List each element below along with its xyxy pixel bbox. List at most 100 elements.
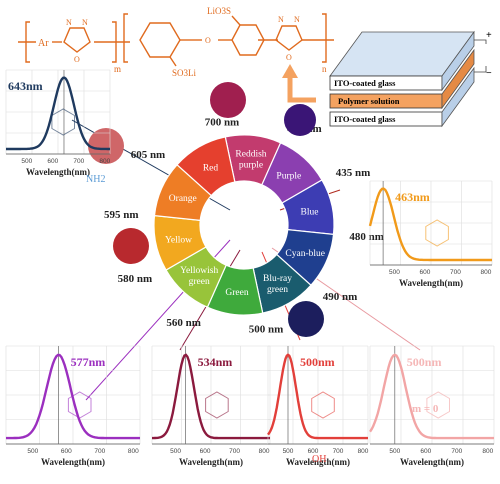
polymer-structure [18,13,334,67]
m-subscript: m [114,64,121,74]
spectrum-curve [152,353,270,440]
color-swatch [284,104,316,136]
oxadiazole-ring-2 [275,25,303,51]
device-layer-1: ITO-coated glass [334,78,396,88]
spectra-panels: 500 600 700 800 Wavelength(nm) 643nm 500 600 700… [5,69,495,467]
spectrum-panel: 500 600 700 800 Wavelength(nm) 577nm [5,345,141,467]
tick-label: 700 [333,448,344,455]
m-zero-label: m = 0 [412,403,439,415]
peak-label: 643nm [8,79,43,93]
fill-arrow-head [282,64,298,78]
ring-decoration [51,108,75,136]
ring-decoration [205,391,229,419]
wheel-segment-label: Blu-ray green [263,274,292,295]
x-axis-title: Wavelength(nm) [399,278,463,288]
color-swatch [210,82,246,118]
peak-label: 500nm [407,355,442,369]
spectrum-curve [369,353,494,440]
device-stack: ITO-coated glass Polymer solution ITO-co… [329,30,492,128]
wheel-segment-label: Green [225,288,248,298]
wheel-segment-label: Yellowish green [180,266,218,287]
spectrum-panel: 500 600 700 800 Wavelength(nm) 500nm [267,345,369,467]
wheel-segment [176,136,236,197]
ar-label: Ar [38,38,49,49]
tick-label: 800 [358,448,369,455]
boundary-label: 580 nm [118,273,153,285]
wheel-segment-label: Cyan-blue [285,249,325,259]
fill-arrow [287,76,316,103]
peak-label: 577nm [71,355,106,369]
boundary-label: 480 nm [349,231,384,243]
ring-decoration [311,391,335,419]
n-atom-1b: N [82,18,88,27]
wheel-segment-label: Yellow [165,235,192,245]
wheel-segment-label: Orange [169,194,197,204]
tick-label: 600 [420,448,431,455]
tick-label: 600 [419,269,430,276]
tick-label: 700 [229,448,240,455]
tick-label: 800 [128,448,139,455]
bracket-n-left [123,13,128,63]
lio3s-label: LiO3S [207,6,231,16]
wheel-segment-label: Red [203,163,219,173]
plus-terminal: + [486,30,492,41]
tick-label: 500 [27,448,38,455]
device-layer-3: ITO-coated glass [334,114,396,124]
wheel-segment-label: Purple [276,172,301,182]
tick-label: 500 [21,158,32,165]
tick-label: 700 [73,158,84,165]
tick-label: 500 [389,448,400,455]
boundary-label: 595 nm [104,209,139,221]
boundary-label: 560 nm [166,317,201,329]
color-swatch [113,228,149,264]
o-atom-2: O [286,53,292,62]
tick-label: 500 [283,448,294,455]
tick-label: 800 [99,158,110,165]
x-axis-title: Wavelength(nm) [41,457,105,467]
boundary-label: 500 nm [249,324,284,336]
n-atom-2a: N [278,15,284,24]
wheel-segment-label: Reddish purple [235,149,266,170]
peak-label: 463nm [395,190,430,204]
color-swatch [288,301,324,337]
ring-decoration [426,391,450,419]
x-axis-title: Wavelength(nm) [26,167,90,177]
nh2-label: NH2 [86,174,105,185]
spectrum-curve [267,353,368,440]
spectrum-curve [368,187,492,262]
x-axis-title: Wavelength(nm) [286,457,350,467]
boundary-label: 700 nm [205,116,240,128]
spectrum-panel: 500 600 700 800 Wavelength(nm) 534nm [151,345,271,467]
spectrum-panel: 500 600 700 800 Wavelength(nm) 500nm [369,345,495,467]
boundary-label: 490 nm [323,291,358,303]
peak-label: 534nm [198,355,233,369]
spectrum-curve [6,76,110,151]
ether-oxygen: O [205,36,211,45]
tick-label: 600 [47,158,58,165]
o-atom-1: O [74,55,80,64]
tick-label: 700 [450,269,461,276]
spectrum-curve [6,353,140,440]
n-atom-1a: N [66,18,72,27]
tick-label: 500 [389,269,400,276]
peak-label: 500nm [300,355,335,369]
tick-label: 800 [259,448,270,455]
tick-label: 600 [200,448,211,455]
tick-label: 700 [451,448,462,455]
oh-label: OH [312,454,326,465]
minus-terminal: − [486,68,492,79]
color-swatches [88,82,324,337]
wheel-segment-label: Blue [301,208,319,218]
device-layer-2: Polymer solution [338,96,400,106]
tick-label: 500 [170,448,181,455]
x-axis-title: Wavelength(nm) [400,457,464,467]
tick-label: 700 [94,448,105,455]
bracket-n-right [322,13,327,63]
tick-label: 600 [308,448,319,455]
n-subscript: n [322,64,327,74]
n-atom-2b: N [294,15,300,24]
oxadiazole-ring-1 [63,27,91,53]
